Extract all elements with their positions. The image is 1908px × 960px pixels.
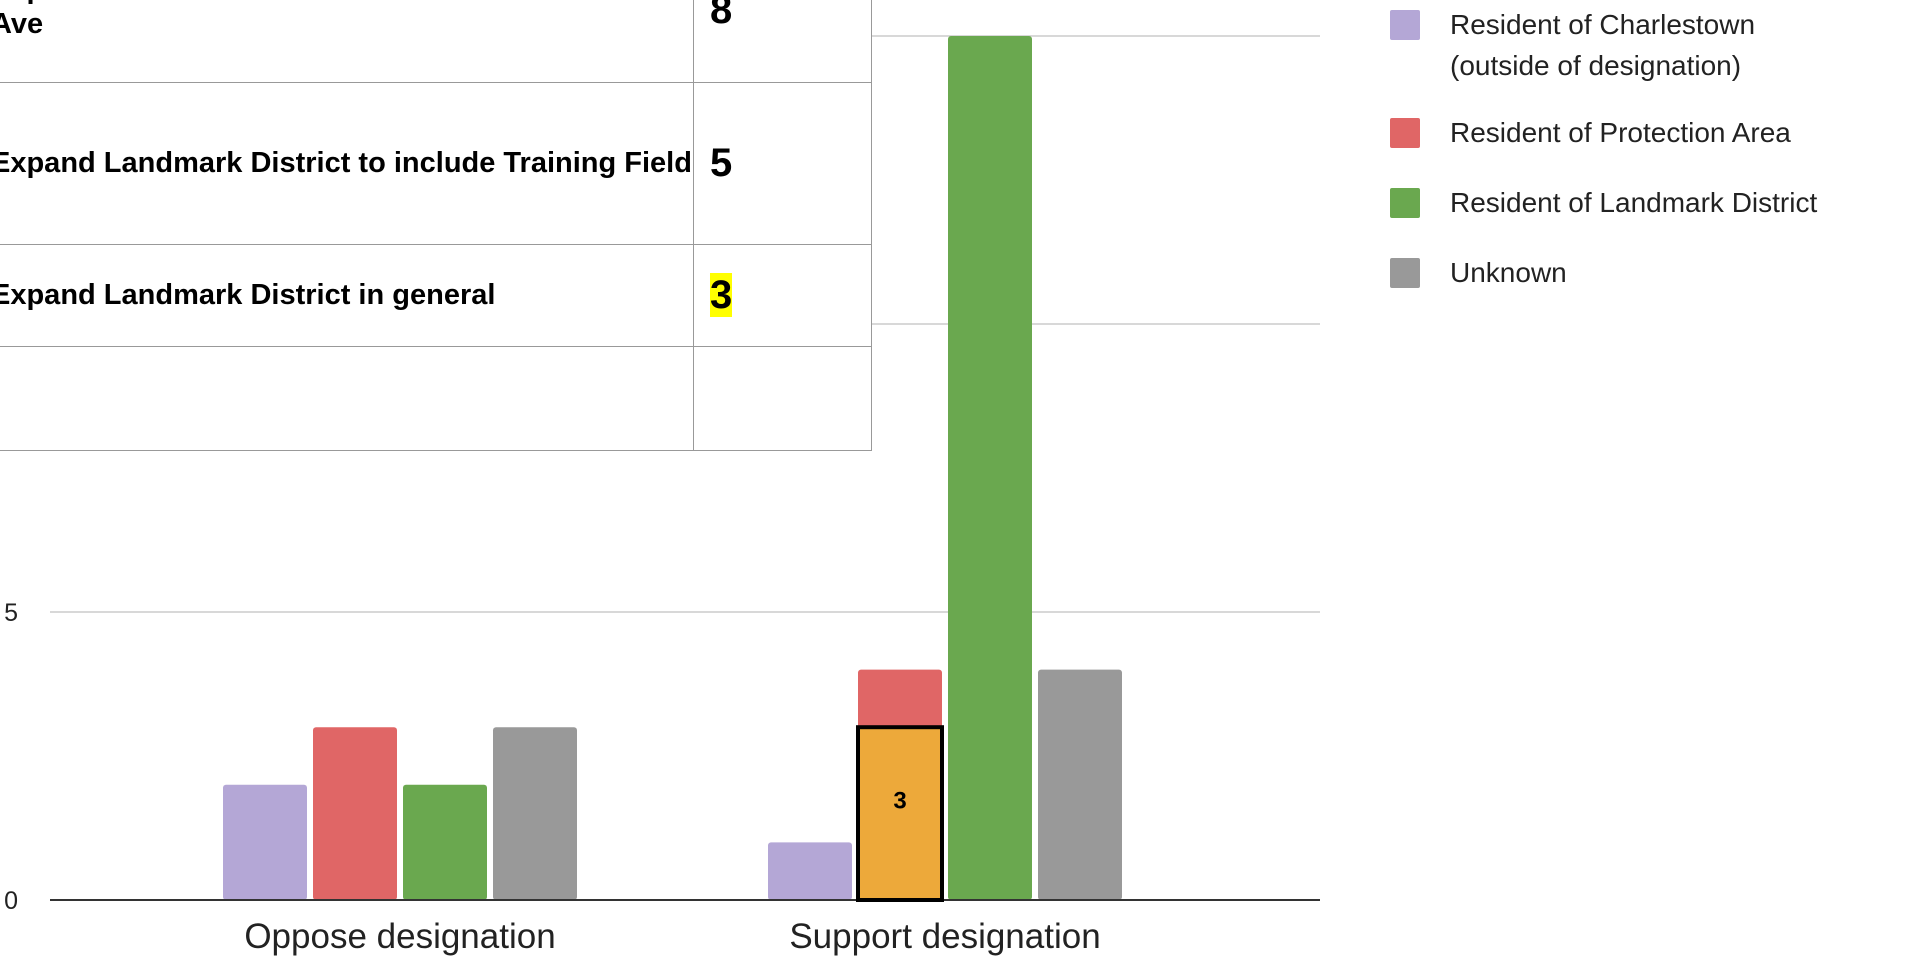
y-tick-label: 0 <box>4 887 18 915</box>
table-cell-count: 8 <box>693 0 872 83</box>
bar <box>768 842 852 900</box>
overlay-table: Expand Landmark District to include Monu… <box>0 0 872 451</box>
y-axis-ticks: 05 <box>4 599 18 915</box>
table-cell-count: 3 <box>693 243 872 347</box>
table-row: Expand Landmark District in general 3 <box>0 243 872 347</box>
table-cell-count: 5 <box>693 81 872 245</box>
legend-label: Resident of Landmark District <box>1450 187 1817 218</box>
legend-swatch <box>1390 118 1420 148</box>
callout-box <box>856 725 944 903</box>
table-cell-label: Expand Landmark District to include Trai… <box>0 81 694 245</box>
legend-swatch <box>1390 188 1420 218</box>
bar <box>403 784 487 900</box>
chart-legend: Resident of Charlestown (outside of desig… <box>1390 9 1817 288</box>
bar <box>493 727 577 900</box>
table-cell-label: Expand Landmark District in general <box>0 243 694 347</box>
table-row <box>0 345 872 451</box>
table-row: Expand Landmark District to include Trai… <box>0 81 872 245</box>
callout-value: 3 <box>893 787 906 814</box>
legend-label: Resident of Charlestown <box>1450 9 1755 40</box>
highlight-callout: 3 <box>856 725 944 903</box>
bar <box>1038 669 1122 900</box>
x-tick-label: Support designation <box>789 917 1100 956</box>
table-row: Expand Landmark District to include Monu… <box>0 0 872 83</box>
x-axis-ticks: Oppose designation Support designation <box>244 917 1100 956</box>
y-tick-label: 5 <box>4 599 18 627</box>
legend-swatch <box>1390 258 1420 288</box>
table-cell-label <box>0 345 694 451</box>
bar <box>948 36 1032 900</box>
x-tick-label: Oppose designation <box>244 917 555 956</box>
table-cell-count <box>693 345 872 451</box>
legend-label: Resident of Protection Area <box>1450 117 1791 148</box>
bar <box>223 784 307 900</box>
legend-swatch <box>1390 10 1420 40</box>
table-cell-label: Expand Landmark District to include Monu… <box>0 0 694 83</box>
bar <box>313 727 397 900</box>
legend-label: Unknown <box>1450 257 1567 288</box>
legend-label: (outside of designation) <box>1450 50 1741 81</box>
